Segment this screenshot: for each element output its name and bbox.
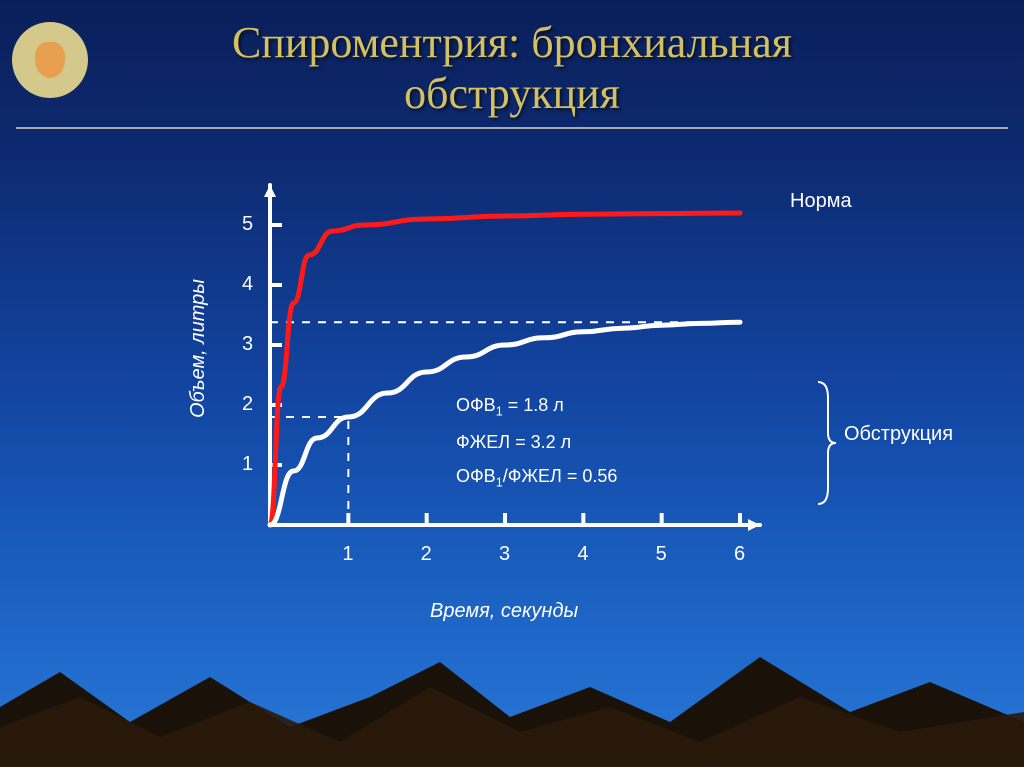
x-tick-label: 2 xyxy=(421,543,432,566)
title-line-1: Спироментрия: бронхиальная xyxy=(232,18,792,67)
y-tick-label: 5 xyxy=(242,213,253,236)
chart-annotations: ОФВ1 = 1.8 л ФЖЕЛ = 3.2 л ОФВ1/ФЖЕЛ = 0.… xyxy=(456,388,617,495)
y-tick-label: 4 xyxy=(242,273,253,296)
x-tick-label: 6 xyxy=(734,543,745,566)
x-tick-label: 1 xyxy=(342,543,353,566)
fzhel-annotation: ФЖЕЛ = 3.2 л xyxy=(456,425,617,459)
y-tick-label: 1 xyxy=(242,453,253,476)
chart-svg xyxy=(215,165,795,595)
gold-logo xyxy=(12,22,88,98)
x-axis-label: Время, секунды xyxy=(430,600,578,623)
x-tick-label: 4 xyxy=(577,543,588,566)
ratio-annotation: ОФВ1/ФЖЕЛ = 0.56 xyxy=(456,459,617,496)
title-line-2: обструкция xyxy=(404,69,620,118)
y-tick-label: 3 xyxy=(242,333,253,356)
obstruction-bracket-icon xyxy=(814,378,838,508)
mountain-silhouette xyxy=(0,627,1024,767)
normal-series-label: Норма xyxy=(790,190,852,213)
spirometry-chart xyxy=(215,165,795,595)
y-tick-label: 2 xyxy=(242,393,253,416)
obstruction-bracket-label: Обструкция xyxy=(844,423,953,446)
ofv1-annotation: ОФВ1 = 1.8 л xyxy=(456,388,617,425)
title-divider xyxy=(16,127,1008,129)
y-axis-label: Объем, литры xyxy=(187,279,210,418)
slide-title: Спироментрия: бронхиальная обструкция xyxy=(0,0,1024,119)
x-tick-label: 3 xyxy=(499,543,510,566)
x-tick-label: 5 xyxy=(656,543,667,566)
lungs-icon xyxy=(35,42,65,78)
